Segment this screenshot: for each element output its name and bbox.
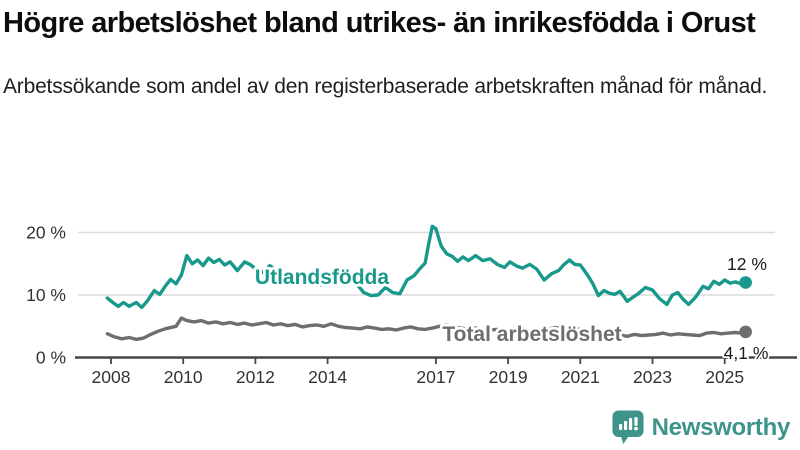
y-axis-label: 10 %: [26, 285, 66, 305]
series-label-total-arbetsl-shet: Total arbetslöshet: [442, 323, 621, 346]
y-axis-label: 0 %: [36, 348, 66, 368]
end-dot-total-arbetsl-shet: [739, 325, 752, 339]
x-tick-label: 2021: [561, 367, 600, 387]
end-value-label-utlandsf-dda: 12 %: [727, 254, 767, 274]
x-tick-label: 2014: [308, 367, 347, 387]
x-tick-label: 2023: [633, 367, 672, 387]
chart-subtitle: Arbetssökande som andel av den registerb…: [3, 75, 768, 99]
y-axis-label: 20 %: [26, 223, 66, 243]
x-tick-label: 2019: [489, 367, 528, 387]
x-tick-label: 2017: [416, 367, 455, 387]
x-tick-label: 2012: [236, 367, 275, 387]
series-line-utlandsf-dda: [105, 224, 748, 310]
chart-header: Högre arbetslöshet bland utrikes- än inr…: [3, 0, 798, 104]
chart-title: Högre arbetslöshet bland utrikes- än inr…: [3, 7, 756, 39]
newsworthy-logo-text: Newsworthy: [651, 413, 791, 441]
series-line-total-arbetsl-shet: [105, 316, 748, 342]
x-tick-label: 2008: [92, 367, 131, 387]
newsworthy-logo: Newsworthy: [612, 410, 790, 445]
x-tick-label: 2025: [705, 367, 744, 387]
newsworthy-logo-icon: [612, 410, 644, 444]
end-value-label-total-arbetsl-shet: 4,1 %: [724, 343, 769, 363]
series-label-utlandsf-dda: Utlandsfödda: [255, 266, 389, 289]
end-dot-utlandsf-dda: [739, 276, 752, 289]
x-tick-label: 2010: [164, 367, 203, 387]
